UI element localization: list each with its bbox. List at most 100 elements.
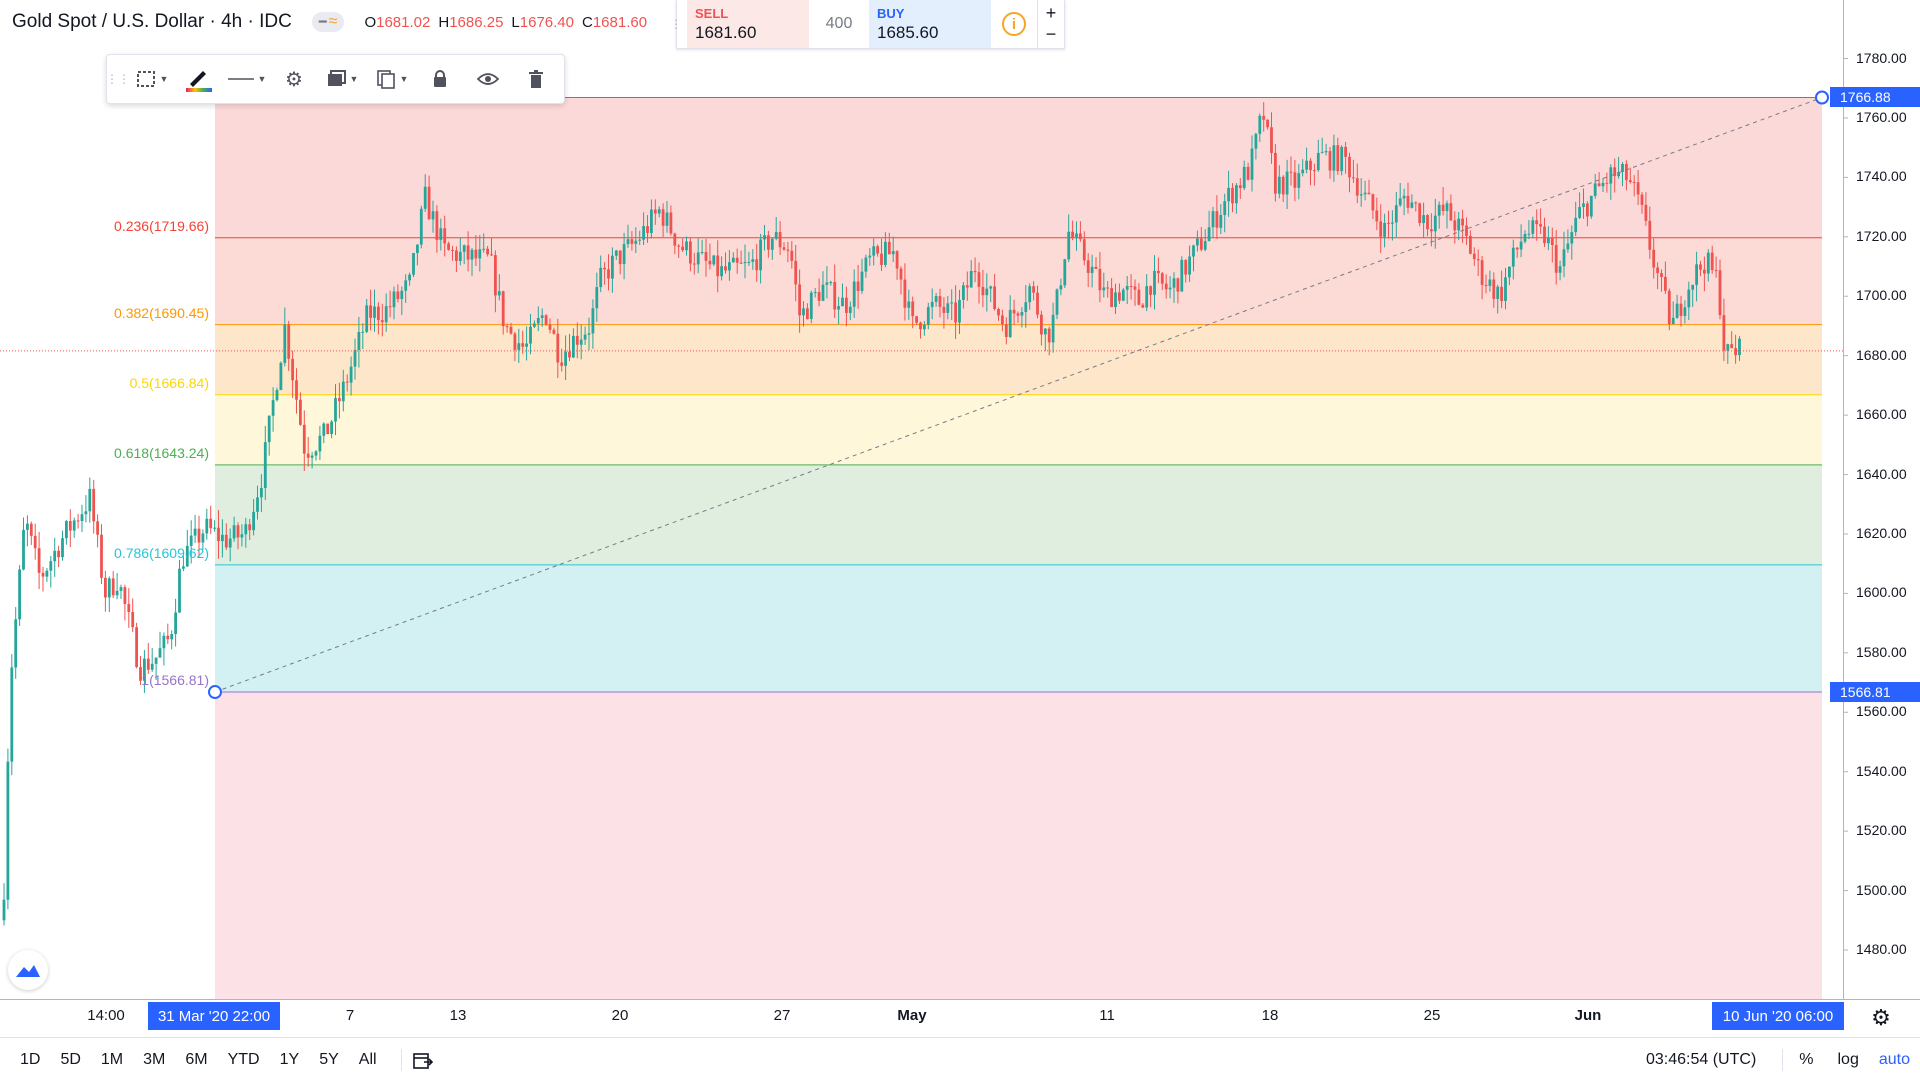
candle-body: [926, 307, 930, 325]
candle-body: [104, 577, 107, 598]
candle-body: [650, 209, 653, 233]
percent-toggle[interactable]: %: [1799, 1050, 1814, 1068]
candle-body: [162, 635, 166, 649]
candle-body: [614, 250, 618, 256]
candle-body: [1172, 278, 1176, 288]
range-3m[interactable]: 3M: [143, 1050, 166, 1068]
range-5y[interactable]: 5Y: [319, 1050, 339, 1068]
auto-scale-toggle[interactable]: auto: [1878, 1050, 1910, 1068]
candle-body: [388, 306, 392, 308]
eye-icon[interactable]: [463, 55, 513, 103]
candle-body: [478, 249, 482, 259]
layers-icon[interactable]: ▼: [317, 55, 367, 103]
info-button[interactable]: i: [991, 0, 1037, 48]
candle-body: [845, 297, 848, 313]
candle-body: [969, 270, 973, 288]
tradingview-logo-icon[interactable]: [8, 950, 48, 990]
sell-button[interactable]: SELL 1681.60: [687, 0, 809, 48]
range-6m[interactable]: 6M: [185, 1050, 208, 1068]
candle-body: [704, 252, 708, 261]
lock-icon[interactable]: [417, 55, 463, 103]
candle-body: [1032, 286, 1035, 293]
candle-body: [1352, 177, 1355, 179]
minus-icon: ━: [318, 14, 327, 29]
utc-clock[interactable]: 03:46:54 (UTC): [1646, 1050, 1757, 1068]
trash-icon[interactable]: [513, 55, 559, 103]
candle-body: [439, 228, 443, 240]
candle-body: [306, 453, 310, 458]
candle-body: [1274, 152, 1277, 194]
candle-body: [474, 249, 478, 259]
candle-body: [271, 400, 275, 416]
candle-body: [809, 292, 813, 320]
candle-body: [938, 296, 942, 307]
candle-body: [829, 282, 833, 284]
log-toggle[interactable]: log: [1837, 1050, 1859, 1068]
candle-body: [903, 279, 907, 308]
range-all[interactable]: All: [358, 1050, 377, 1068]
candle-body: [244, 524, 248, 535]
indicator-toggle-badge[interactable]: ━ ≈: [311, 12, 345, 32]
candle-body: [634, 240, 638, 244]
clone-icon[interactable]: ▼: [367, 55, 417, 103]
candle-body: [973, 270, 977, 273]
candle-body: [821, 284, 825, 301]
candle-body: [1543, 226, 1546, 244]
fib-anchor-start-handle: [208, 685, 222, 700]
candle-body: [6, 761, 10, 900]
buy-button[interactable]: BUY 1685.60: [869, 0, 991, 48]
line-style-icon[interactable]: ▼: [227, 74, 267, 84]
candle-body: [1157, 270, 1160, 274]
price-tick-label: 1640.00: [1856, 465, 1907, 482]
candle-body: [1262, 115, 1266, 120]
candle-body: [1266, 119, 1269, 128]
range-ytd[interactable]: YTD: [227, 1050, 260, 1068]
plus-button[interactable]: +: [1045, 3, 1057, 23]
range-1d[interactable]: 1D: [20, 1050, 41, 1068]
candle-body: [876, 246, 879, 254]
time-tick-label: Jun: [1574, 1007, 1602, 1024]
candle-body: [158, 648, 162, 658]
candle-body: [685, 241, 688, 251]
candle-body: [1387, 222, 1390, 224]
candle-body: [353, 349, 357, 367]
time-tick-label: 20: [611, 1007, 629, 1024]
candle-body: [1664, 276, 1667, 291]
candle-body: [962, 285, 965, 300]
select-region-icon[interactable]: ▼: [129, 55, 175, 103]
settings-gear-icon[interactable]: ⚙: [1871, 1005, 1891, 1030]
candle-body: [361, 331, 365, 333]
candle-body: [443, 228, 447, 244]
candle-body: [1336, 145, 1340, 172]
minus-button[interactable]: −: [1045, 24, 1057, 44]
time-tick-label: 7: [345, 1007, 355, 1024]
gear-icon[interactable]: ⚙: [285, 68, 303, 91]
candle-body: [712, 255, 716, 265]
symbol-title[interactable]: Gold Spot / U.S. Dollar · 4h · IDC: [12, 11, 292, 32]
fib-band-0-0236: [215, 97, 1822, 238]
candle-body: [778, 232, 782, 248]
candle-body: [770, 238, 774, 250]
drag-handle-icon[interactable]: ⋮⋮: [670, 17, 694, 31]
goto-date-icon[interactable]: [412, 1050, 434, 1070]
candle-body: [392, 291, 396, 308]
pencil-color-icon[interactable]: [175, 55, 221, 103]
candle-body: [1492, 279, 1496, 299]
candle-body: [638, 239, 642, 241]
candle-body: [1593, 183, 1597, 196]
buy-label: BUY: [877, 6, 905, 21]
range-5d[interactable]: 5D: [60, 1050, 81, 1068]
range-1m[interactable]: 1M: [100, 1050, 124, 1068]
candle-body: [299, 399, 302, 425]
candle-body: [1504, 277, 1507, 301]
candle-body: [209, 518, 213, 529]
candle-body: [185, 545, 189, 567]
range-1y[interactable]: 1Y: [279, 1050, 300, 1068]
candle-body: [330, 421, 333, 435]
candle-body: [1270, 127, 1273, 153]
quantity-field[interactable]: 400: [825, 15, 853, 32]
fib-level-label: 0.618(1643.24): [114, 444, 209, 461]
candle-body: [1472, 253, 1476, 260]
drag-handle-icon[interactable]: ⋮⋮: [106, 72, 130, 86]
